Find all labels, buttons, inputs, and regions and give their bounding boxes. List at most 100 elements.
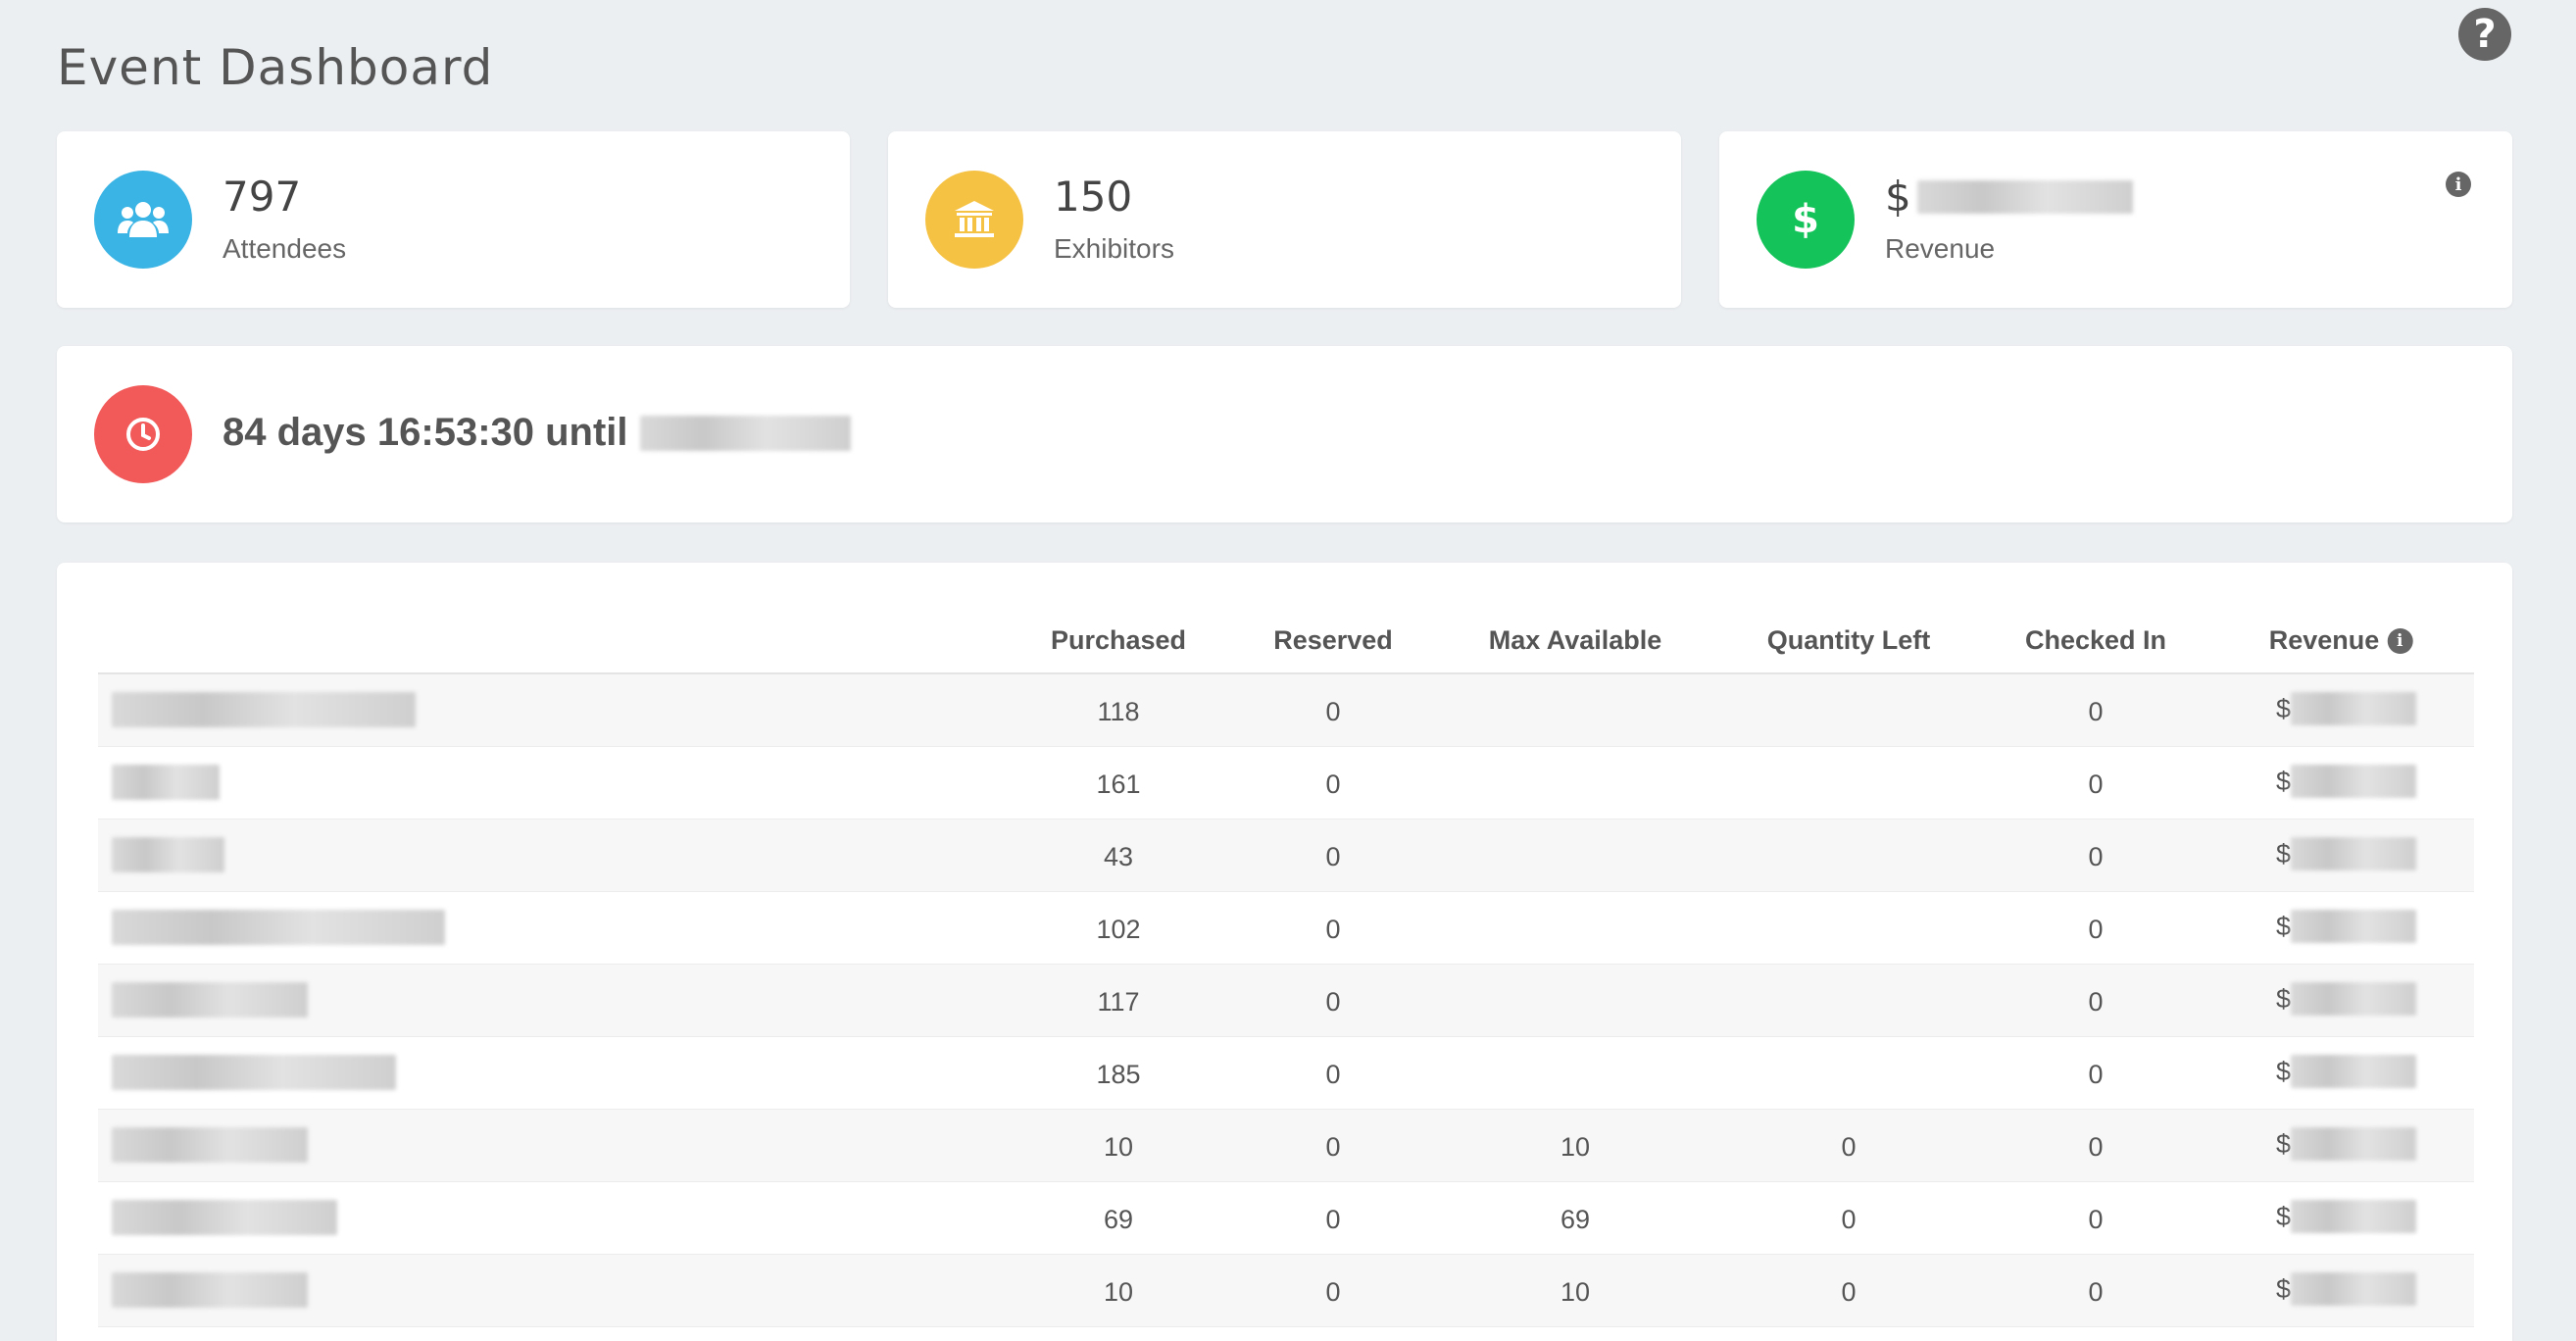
cell-checked-in: 0	[2088, 842, 2104, 871]
cell-max-available: 69	[1560, 1205, 1591, 1234]
cell-reserved: 0	[1325, 1132, 1341, 1162]
redacted-revenue	[2291, 1127, 2417, 1161]
ticket-table-card: Purchased Reserved Max Available Quantit…	[57, 563, 2512, 1341]
redacted-revenue	[2291, 1055, 2417, 1088]
revenue-currency: $	[2276, 911, 2292, 941]
redacted-revenue	[2291, 982, 2417, 1016]
attendees-count: 797	[223, 173, 302, 221]
countdown-text: 84 days 16:53:30 until	[223, 411, 851, 455]
cell-purchased: 118	[1097, 697, 1140, 726]
table-body: 118 0 0 $161 0 0 $43 0 0 $102 0 0 $117 0 0 $185 0 0 $10 0 10…	[98, 674, 2474, 1327]
redacted-ticket-name	[112, 982, 308, 1018]
cell-quantity-left: 0	[1841, 1205, 1857, 1234]
table-row[interactable]: 118 0 0 $	[98, 674, 2474, 747]
cell-checked-in: 0	[2088, 1060, 2104, 1089]
col-revenue[interactable]: Revenue i	[2269, 625, 2413, 656]
cell-purchased: 69	[1103, 1205, 1134, 1234]
cell-max-available: 10	[1560, 1277, 1591, 1307]
cell-purchased: 185	[1096, 1060, 1141, 1089]
cell-purchased: 10	[1103, 1277, 1134, 1307]
cell-reserved: 0	[1325, 915, 1341, 944]
bank-icon	[925, 171, 1023, 269]
cell-revenue: $	[2276, 692, 2417, 725]
cell-checked-in: 0	[2088, 1132, 2104, 1162]
exhibitors-card: 150 Exhibitors	[888, 131, 1681, 308]
countdown-card: 84 days 16:53:30 until	[57, 346, 2512, 522]
redacted-revenue	[2291, 1200, 2417, 1233]
cell-quantity-left: 0	[1841, 1132, 1857, 1162]
cell-reserved: 0	[1325, 770, 1341, 799]
redacted-ticket-name	[112, 1127, 308, 1163]
cell-reserved: 0	[1325, 987, 1341, 1017]
countdown-label: 84 days 16:53:30 until	[223, 411, 628, 454]
exhibitors-label: Exhibitors	[1054, 233, 1174, 264]
table-row[interactable]: 102 0 0 $	[98, 892, 2474, 965]
redacted-event-name	[639, 415, 851, 451]
revenue-currency: $	[2276, 983, 2292, 1014]
revenue-label: Revenue	[1885, 233, 1996, 264]
revenue-card: $ $ Revenue	[1719, 131, 2512, 308]
cell-purchased: 10	[1103, 1132, 1134, 1162]
cell-purchased: 161	[1096, 770, 1141, 799]
cell-checked-in: 0	[2088, 697, 2104, 726]
redacted-ticket-name	[112, 1200, 337, 1235]
col-max-available[interactable]: Max Available	[1488, 625, 1662, 655]
cell-checked-in: 0	[2088, 1205, 2104, 1234]
col-reserved[interactable]: Reserved	[1273, 625, 1393, 655]
users-icon	[94, 171, 192, 269]
col-revenue-label: Revenue	[2268, 625, 2380, 655]
info-icon[interactable]: i	[2387, 627, 2413, 654]
table-row[interactable]: 185 0 0 $	[98, 1037, 2474, 1110]
redacted-ticket-name	[112, 1272, 308, 1308]
table-row[interactable]: 10 0 10 0 0 $	[98, 1255, 2474, 1327]
revenue-currency: $	[2276, 1273, 2292, 1304]
table-header: Purchased Reserved Max Available Quantit…	[98, 604, 2474, 674]
revenue-value: $	[1885, 173, 2133, 221]
cell-revenue: $	[2276, 982, 2417, 1016]
redacted-ticket-name	[112, 837, 224, 872]
redacted-ticket-name	[112, 910, 445, 945]
revenue-info-icon[interactable]: i	[2446, 172, 2471, 197]
cell-revenue: $	[2276, 837, 2417, 870]
table-row[interactable]: 10 0 10 0 0 $	[98, 1110, 2474, 1182]
cell-revenue: $	[2276, 765, 2417, 798]
redacted-revenue	[2291, 837, 2417, 870]
revenue-currency: $	[2276, 693, 2292, 723]
cell-revenue: $	[2276, 1272, 2417, 1306]
redacted-ticket-name	[112, 765, 220, 800]
redacted-revenue	[2291, 765, 2417, 798]
revenue-currency: $	[2276, 838, 2292, 869]
redacted-revenue	[2291, 692, 2417, 725]
exhibitors-count: 150	[1054, 173, 1133, 221]
cell-revenue: $	[2276, 1127, 2417, 1161]
help-icon[interactable]: ?	[2458, 8, 2511, 61]
table-row[interactable]: 43 0 0 $	[98, 820, 2474, 892]
attendees-label: Attendees	[223, 233, 347, 264]
table-row[interactable]: 69 0 69 0 0 $	[98, 1182, 2474, 1255]
cell-reserved: 0	[1325, 697, 1341, 726]
cell-max-available: 10	[1560, 1132, 1591, 1162]
col-purchased[interactable]: Purchased	[1050, 625, 1187, 655]
revenue-currency: $	[1885, 173, 1911, 221]
col-quantity-left[interactable]: Quantity Left	[1766, 625, 1931, 655]
cell-checked-in: 0	[2088, 987, 2104, 1017]
cell-checked-in: 0	[2088, 915, 2104, 944]
cell-reserved: 0	[1325, 1205, 1341, 1234]
ticket-table: Purchased Reserved Max Available Quantit…	[98, 604, 2474, 1327]
redacted-revenue	[2291, 1272, 2417, 1306]
cell-revenue: $	[2276, 1200, 2417, 1233]
redacted-ticket-name	[112, 1055, 396, 1090]
page-title: Event Dashboard	[57, 39, 494, 96]
cell-revenue: $	[2276, 1055, 2417, 1088]
redacted-revenue	[1916, 179, 2133, 214]
cell-checked-in: 0	[2088, 770, 2104, 799]
col-checked-in[interactable]: Checked In	[2024, 625, 2167, 655]
table-row[interactable]: 161 0 0 $	[98, 747, 2474, 820]
cell-checked-in: 0	[2088, 1277, 2104, 1307]
cell-reserved: 0	[1325, 1060, 1341, 1089]
dollar-icon: $	[1757, 171, 1855, 269]
clock-icon	[94, 385, 192, 483]
table-row[interactable]: 117 0 0 $	[98, 965, 2474, 1037]
redacted-ticket-name	[112, 692, 416, 727]
